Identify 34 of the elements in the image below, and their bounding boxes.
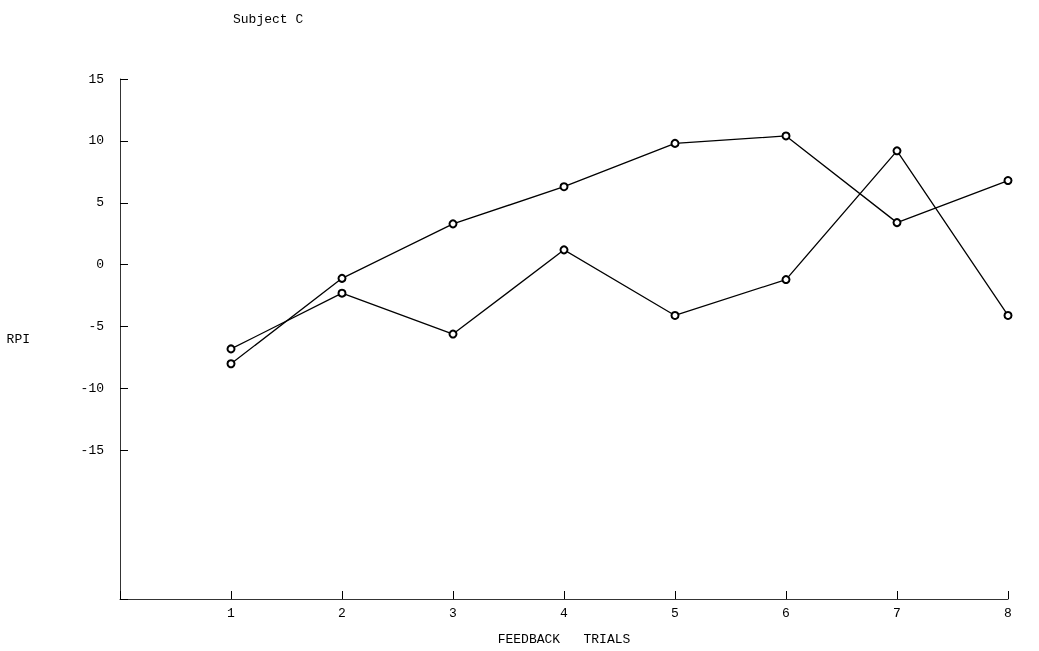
y-tick-label: -15: [80, 442, 104, 458]
y-tick-label: -5: [88, 319, 104, 335]
x-tick-label: 8: [1004, 606, 1012, 621]
x-tick-label: 7: [893, 606, 901, 621]
x-axis-title: FEEDBACK TRIALS: [497, 632, 631, 647]
point: [892, 146, 902, 156]
x-tick-label: 3: [449, 606, 457, 621]
y-tick-label: 15: [88, 71, 104, 87]
y-tick-label: -10: [80, 381, 104, 397]
point: [670, 138, 680, 148]
chart-title: Subject C: [233, 12, 304, 27]
y-axis-title: RPI: [6, 331, 30, 347]
x-tick-label: 1: [227, 606, 236, 621]
x-tick-label: 6: [782, 606, 790, 621]
point: [1003, 176, 1013, 186]
point: [892, 218, 902, 228]
y-tick-label: 5: [96, 195, 104, 211]
point: [559, 182, 569, 192]
point: [448, 329, 458, 339]
point: [448, 219, 458, 229]
point: [559, 245, 569, 255]
point: [337, 288, 347, 298]
x-tick-label: 4: [560, 606, 569, 621]
point: [781, 131, 791, 141]
point: [781, 275, 791, 285]
point: [226, 359, 236, 369]
x-tick-label: 5: [671, 606, 679, 621]
x-tick-label: 2: [338, 606, 346, 621]
y-tick-label: 10: [88, 133, 104, 149]
point: [226, 344, 236, 354]
point: [1003, 310, 1013, 320]
y-tick-label: 0: [96, 257, 104, 273]
point: [337, 273, 347, 283]
point: [670, 310, 680, 320]
